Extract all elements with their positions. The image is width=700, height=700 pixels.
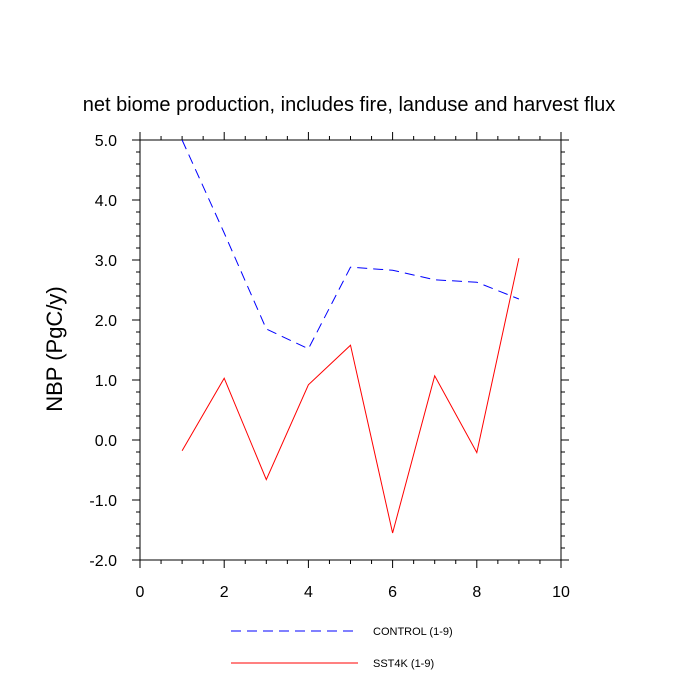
- legend-label-1: CONTROL (1-9): [373, 626, 453, 638]
- x-tick-label: 8: [472, 584, 481, 601]
- y-tick-label: 0.0: [95, 433, 117, 450]
- y-tick-label: 2.0: [95, 313, 117, 330]
- y-tick-label: 5.0: [95, 133, 117, 150]
- x-tick-label: 4: [304, 584, 313, 601]
- y-tick-label: -1.0: [89, 493, 117, 510]
- plot-axes: 0 2 4 6 8 10 -2.0 -1.0 0.0 1.0 2.0 3.0 4.0 5.0: [89, 132, 570, 601]
- y-tick-label: 3.0: [95, 253, 117, 270]
- y-tick-label: -2.0: [89, 553, 117, 570]
- x-tick-label: 10: [552, 584, 570, 601]
- chart-title: net biome production, includes fire, lan…: [83, 94, 616, 116]
- plot-frame: [139, 139, 562, 561]
- x-tick-label: 6: [388, 584, 397, 601]
- legend: CONTROL (1-9) SST4K (1-9): [231, 626, 453, 670]
- x-tick-label: 0: [136, 584, 145, 601]
- y-tick-label: 1.0: [95, 373, 117, 390]
- y-axis-label: NBP (PgC/y): [42, 286, 67, 412]
- y-tick-label: 4.0: [95, 193, 117, 210]
- series-layer: [181, 139, 520, 534]
- series-line-2: [181, 258, 520, 534]
- series-line-1: [181, 139, 520, 350]
- x-tick-label: 2: [220, 584, 229, 601]
- legend-label-2: SST4K (1-9): [373, 658, 434, 670]
